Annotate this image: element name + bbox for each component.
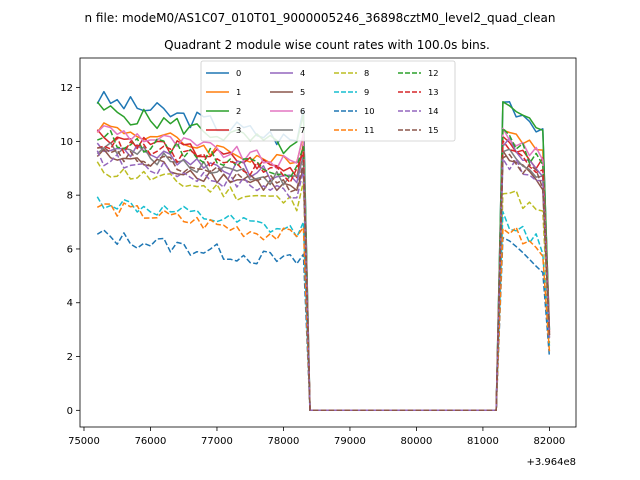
legend-label-13: 13 <box>428 87 439 97</box>
axes-frame <box>79 57 577 428</box>
figure-suptitle: n file: modeM0/AS1C07_010T01_9000005246_… <box>85 11 556 25</box>
y-tick-label: 6 <box>67 244 73 255</box>
x-tick-label: 80000 <box>401 436 433 447</box>
legend-label-11: 11 <box>364 125 375 135</box>
x-tick-label: 76000 <box>135 436 167 447</box>
y-tick-label: 0 <box>67 406 73 417</box>
series-line-8 <box>96 161 551 412</box>
y-tick-label: 10 <box>60 137 73 148</box>
series-line-15 <box>97 146 551 412</box>
legend-label-1: 1 <box>236 87 241 97</box>
legend-frame <box>200 60 456 142</box>
legend-label-9: 9 <box>364 87 369 97</box>
chart-title: Quadrant 2 module wise count rates with … <box>164 38 490 52</box>
y-tick-label: 2 <box>67 352 73 363</box>
series-line-13 <box>97 136 551 412</box>
legend-label-0: 0 <box>236 68 241 78</box>
x-offset-label: +3.964e8 <box>526 457 576 468</box>
series-line-11 <box>96 202 551 412</box>
y-tick-label: 12 <box>60 83 73 94</box>
legend-label-10: 10 <box>364 106 375 116</box>
x-tick-label: 82000 <box>533 436 565 447</box>
y-tick-label: 8 <box>67 191 73 202</box>
series-line-7 <box>96 142 551 412</box>
x-tick-label: 78000 <box>268 436 300 447</box>
legend-label-8: 8 <box>364 68 369 78</box>
y-tick-label: 4 <box>67 298 73 309</box>
legend-label-2: 2 <box>236 106 241 116</box>
series-line-9 <box>96 196 551 412</box>
legend-label-7: 7 <box>300 125 305 135</box>
legend-label-14: 14 <box>428 106 439 116</box>
series-line-4 <box>96 137 551 412</box>
series-line-14 <box>96 150 551 412</box>
x-tick-label: 79000 <box>334 436 366 447</box>
x-tick-label: 75000 <box>68 436 100 447</box>
x-tick-label: 77000 <box>201 436 233 447</box>
series-line-10 <box>96 229 551 412</box>
legend-label-3: 3 <box>236 125 241 135</box>
legend-label-15: 15 <box>428 125 439 135</box>
legend-label-12: 12 <box>428 68 439 78</box>
legend-label-5: 5 <box>300 87 305 97</box>
y-axis: 0 2 4 6 8 10 12 <box>60 83 80 417</box>
x-tick-label: 81000 <box>467 436 499 447</box>
legend-label-6: 6 <box>300 106 305 116</box>
legend-label-4: 4 <box>300 68 305 78</box>
x-axis: 75000 76000 77000 78000 79000 80000 81000 82000 <box>68 427 565 447</box>
